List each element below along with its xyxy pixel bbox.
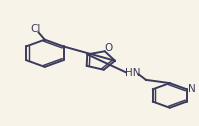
Text: O: O [104,43,113,53]
Text: Cl: Cl [30,24,41,34]
Text: N: N [188,84,196,94]
Text: HN: HN [125,68,140,78]
